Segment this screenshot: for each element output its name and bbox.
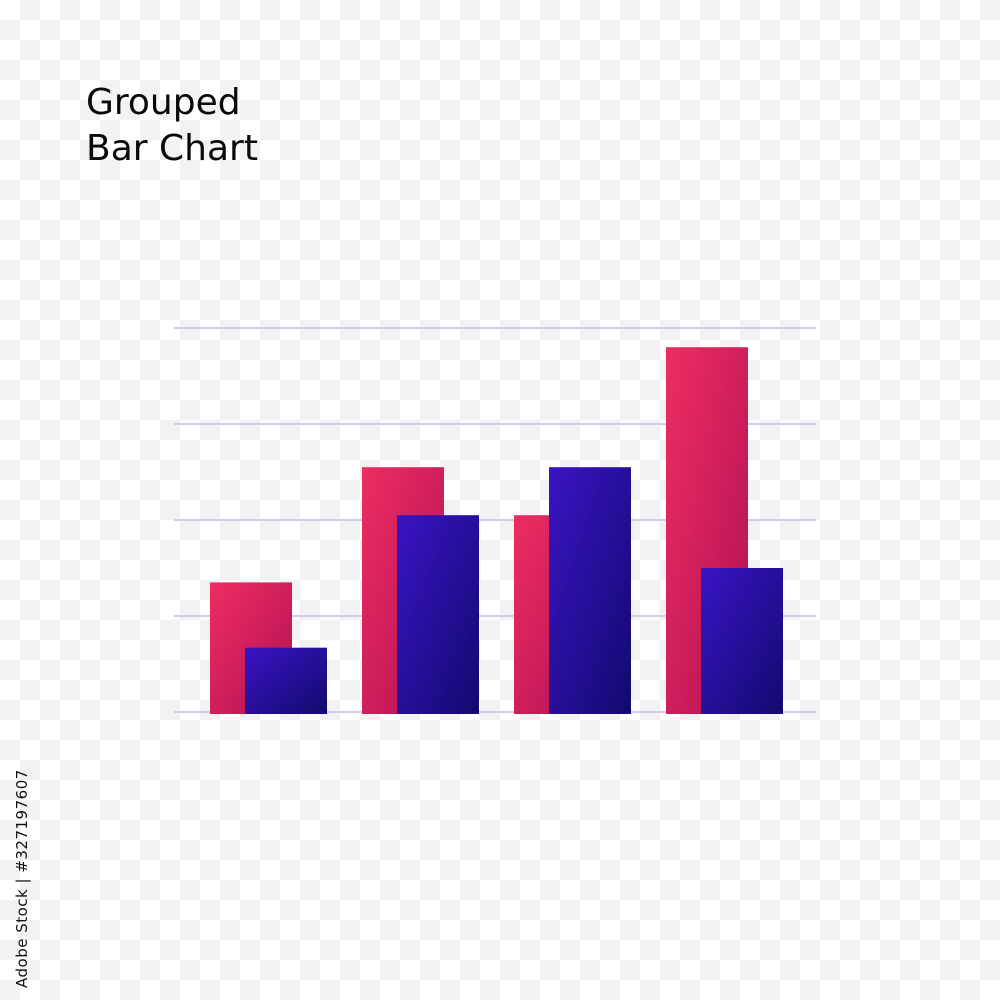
bar-series2-group2 — [397, 515, 479, 714]
stock-id-label: Adobe Stock | #327197607 — [13, 769, 31, 988]
chart-title: Grouped Bar Chart — [86, 82, 258, 169]
bar-series2-group3 — [549, 467, 631, 714]
bar-series2-group4 — [701, 568, 783, 714]
bars — [210, 347, 783, 714]
bar-series2-group1 — [245, 647, 327, 714]
